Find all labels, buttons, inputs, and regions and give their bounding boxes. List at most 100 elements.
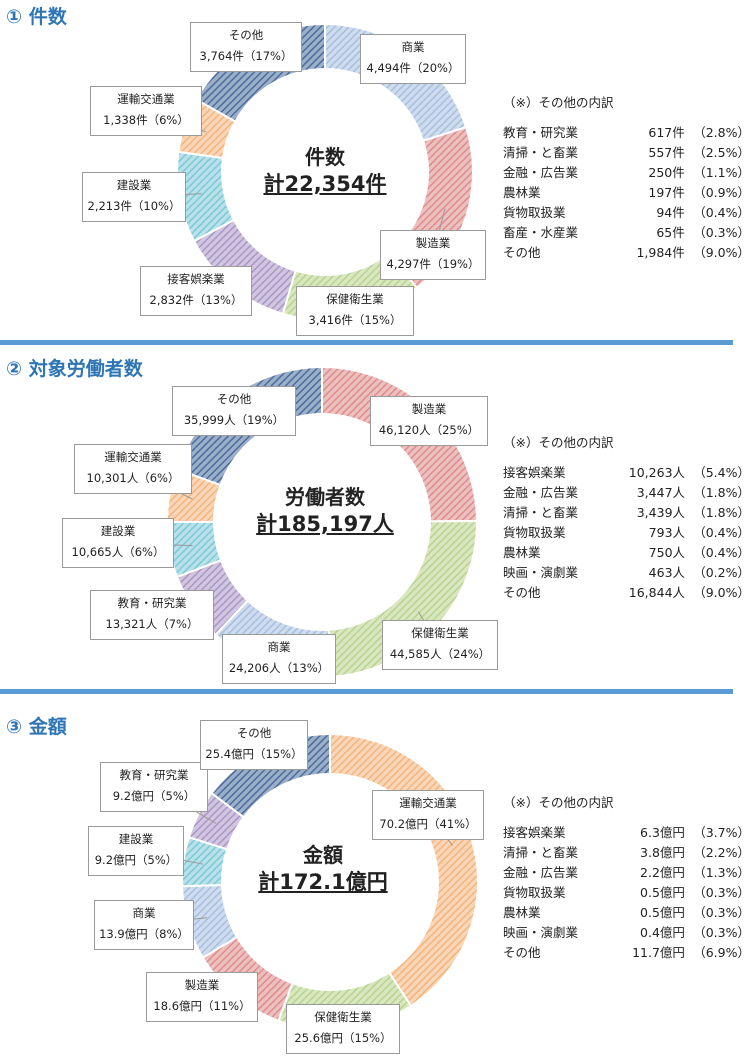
- section-title-workers: ② 対象労働者数: [6, 358, 143, 380]
- section-title-amount: ③ 金額: [6, 716, 67, 738]
- breakdown-row: 貨物取扱業 94件 （0.4%）: [503, 201, 750, 221]
- section-title-count: ① 件数: [6, 6, 67, 28]
- breakdown-value: 11.7億円: [632, 944, 685, 960]
- breakdown-row: 清掃・と畜業 3,439人 （1.8%）: [503, 501, 750, 521]
- breakdown-pct: （9.0%）: [693, 584, 750, 600]
- breakdown-value: 2.2億円: [640, 864, 685, 880]
- callout-label: 接客娯楽業 2,832件（13%）: [140, 266, 252, 316]
- callout-value: 13.9億円（8%）: [99, 927, 189, 941]
- center-total-workers: 労働者数 計185,197人: [222, 484, 428, 538]
- breakdown-value: 750人: [648, 544, 686, 560]
- breakdown-name: 教育・研究業: [503, 124, 579, 140]
- breakdown-name: 清掃・と畜業: [503, 144, 579, 160]
- callout-label: その他 3,764件（17%）: [190, 22, 302, 72]
- callout-category: 建設業: [100, 524, 136, 538]
- callout-category: 商業: [401, 40, 425, 54]
- breakdown-pct: （0.3%）: [693, 924, 750, 940]
- callout-value: 4,297件（19%）: [386, 257, 480, 271]
- breakdown-name: その他: [503, 244, 541, 260]
- callout-value: 9.2億円（5%）: [94, 853, 178, 867]
- breakdown-value: 3,447人: [636, 484, 686, 500]
- breakdown-pct: （2.5%）: [693, 144, 750, 160]
- callout-category: その他: [236, 726, 272, 740]
- callout-label: 保健衛生業 3,416件（15%）: [296, 286, 414, 336]
- callout-value: 18.6億円（11%）: [153, 999, 251, 1013]
- breakdown-name: 農林業: [503, 544, 541, 560]
- callout-category: 商業: [132, 906, 156, 920]
- breakdown-name: 農林業: [503, 904, 541, 920]
- breakdown-name: 金融・広告業: [503, 484, 579, 500]
- center-total: 計22,354件: [263, 172, 387, 196]
- callout-category: 保健衛生業: [314, 1010, 372, 1024]
- breakdown-name: 農林業: [503, 184, 541, 200]
- callout-value: 25.4億円（15%）: [205, 747, 303, 761]
- breakdown-row: 畜産・水産業 65件 （0.3%）: [503, 221, 750, 241]
- breakdown-name: その他: [503, 944, 541, 960]
- breakdown-pct: （0.3%）: [693, 224, 750, 240]
- breakdown-row: 貨物取扱業 0.5億円 （0.3%）: [503, 881, 750, 901]
- breakdown-value: 250件: [648, 164, 685, 180]
- breakdown-pct: （5.4%）: [693, 464, 750, 480]
- breakdown-row: 清掃・と畜業 3.8億円 （2.2%）: [503, 841, 750, 861]
- callout-category: 教育・研究業: [117, 596, 187, 610]
- breakdown-row: 映画・演劇業 463人 （0.2%）: [503, 561, 750, 581]
- breakdown-pct: （2.2%）: [693, 844, 750, 860]
- other-breakdown-amount: （※）その他の内訳 接客娯楽業 6.3億円 （3.7%） 清掃・と畜業 3.8億円 （2.…: [503, 792, 750, 961]
- callout-category: 建設業: [116, 178, 152, 192]
- breakdown-pct: （0.9%）: [693, 184, 750, 200]
- callout-label: 運輸交通業 10,301人（6%）: [74, 444, 192, 494]
- callout-category: その他: [228, 28, 264, 42]
- breakdown-value: 65件: [656, 224, 685, 240]
- breakdown-name: 金融・広告業: [503, 164, 579, 180]
- breakdown-name: 映画・演劇業: [503, 924, 579, 940]
- breakdown-row: その他 11.7億円 （6.9%）: [503, 941, 750, 961]
- callout-category: 運輸交通業: [117, 92, 175, 106]
- callout-value: 10,301人（6%）: [86, 471, 180, 485]
- breakdown-row: 清掃・と畜業 557件 （2.5%）: [503, 141, 750, 161]
- breakdown-row: 農林業 0.5億円 （0.3%）: [503, 901, 750, 921]
- breakdown-pct: （0.2%）: [693, 564, 750, 580]
- callout-category: 運輸交通業: [104, 450, 162, 464]
- callout-value: 10,665人（6%）: [71, 545, 165, 559]
- breakdown-name: 貨物取扱業: [503, 884, 566, 900]
- breakdown-pct: （1.1%）: [693, 164, 750, 180]
- callout-value: 25.6億円（15%）: [294, 1031, 392, 1045]
- breakdown-row: 貨物取扱業 793人 （0.4%）: [503, 521, 750, 541]
- breakdown-row: 金融・広告業 2.2億円 （1.3%）: [503, 861, 750, 881]
- breakdown-pct: （9.0%）: [693, 244, 750, 260]
- callout-value: 2,213件（10%）: [87, 199, 181, 213]
- breakdown-row: 教育・研究業 617件 （2.8%）: [503, 121, 750, 141]
- breakdown-name: 貨物取扱業: [503, 204, 566, 220]
- callout-value: 1,338件（6%）: [103, 113, 189, 127]
- breakdown-row: 農林業 750人 （0.4%）: [503, 541, 750, 561]
- breakdown-name: 映画・演劇業: [503, 564, 579, 580]
- callout-value: 2,832件（13%）: [149, 293, 243, 307]
- callout-label: その他 25.4億円（15%）: [200, 720, 308, 770]
- breakdown-value: 617件: [648, 124, 685, 140]
- breakdown-value: 0.5億円: [640, 884, 685, 900]
- callout-label: 建設業 10,665人（6%）: [62, 518, 174, 568]
- center-total: 計185,197人: [256, 512, 394, 536]
- breakdown-value: 463人: [648, 564, 686, 580]
- center-total: 計172.1億円: [258, 870, 388, 894]
- breakdown-value: 1,984件: [636, 244, 685, 260]
- breakdown-name: その他: [503, 584, 541, 600]
- callout-category: 保健衛生業: [326, 292, 384, 306]
- breakdown-pct: （1.3%）: [693, 864, 750, 880]
- breakdown-row: その他 16,844人 （9.0%）: [503, 581, 750, 601]
- breakdown-name: 貨物取扱業: [503, 524, 566, 540]
- callout-category: 接客娯楽業: [167, 272, 225, 286]
- breakdown-pct: （3.7%）: [693, 824, 750, 840]
- breakdown-value: 557件: [648, 144, 685, 160]
- callout-label: 商業 24,206人（13%）: [222, 634, 336, 684]
- callout-value: 9.2億円（5%）: [112, 789, 196, 803]
- callout-label: その他 35,999人（19%）: [172, 386, 296, 436]
- callout-category: その他: [216, 392, 252, 406]
- callout-value: 70.2億円（41%）: [379, 817, 477, 831]
- breakdown-pct: （0.3%）: [693, 884, 750, 900]
- breakdown-table: 接客娯楽業 6.3億円 （3.7%） 清掃・と畜業 3.8億円 （2.2%） 金融・広告業 2…: [503, 821, 750, 961]
- breakdown-row: 接客娯楽業 6.3億円 （3.7%）: [503, 821, 750, 841]
- breakdown-row: 金融・広告業 3,447人 （1.8%）: [503, 481, 750, 501]
- breakdown-row: 接客娯楽業 10,263人 （5.4%）: [503, 461, 750, 481]
